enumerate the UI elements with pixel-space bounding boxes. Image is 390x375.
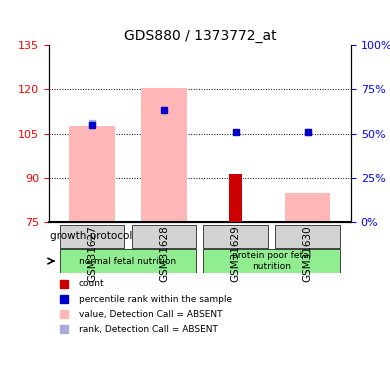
Text: normal fetal nutrition: normal fetal nutrition <box>79 256 176 265</box>
Bar <box>60 225 124 248</box>
Bar <box>204 225 268 248</box>
Text: GSM31627: GSM31627 <box>87 225 97 282</box>
Text: GSM31628: GSM31628 <box>159 225 169 282</box>
Bar <box>285 193 330 222</box>
Text: value, Detection Call = ABSENT: value, Detection Call = ABSENT <box>79 310 222 319</box>
Bar <box>60 249 196 273</box>
Bar <box>204 249 340 273</box>
Text: count: count <box>79 279 105 288</box>
Bar <box>275 225 340 248</box>
Text: rank, Detection Call = ABSENT: rank, Detection Call = ABSENT <box>79 325 218 334</box>
Text: GSM31629: GSM31629 <box>231 225 241 282</box>
Bar <box>69 126 115 222</box>
Text: percentile rank within the sample: percentile rank within the sample <box>79 295 232 304</box>
Text: protein poor fetal
nutrition: protein poor fetal nutrition <box>232 251 312 271</box>
Bar <box>141 88 186 222</box>
Bar <box>131 225 196 248</box>
Bar <box>229 174 242 222</box>
Text: growth protocol: growth protocol <box>50 231 133 241</box>
Title: GDS880 / 1373772_at: GDS880 / 1373772_at <box>124 28 276 43</box>
Text: GSM31630: GSM31630 <box>303 225 313 282</box>
